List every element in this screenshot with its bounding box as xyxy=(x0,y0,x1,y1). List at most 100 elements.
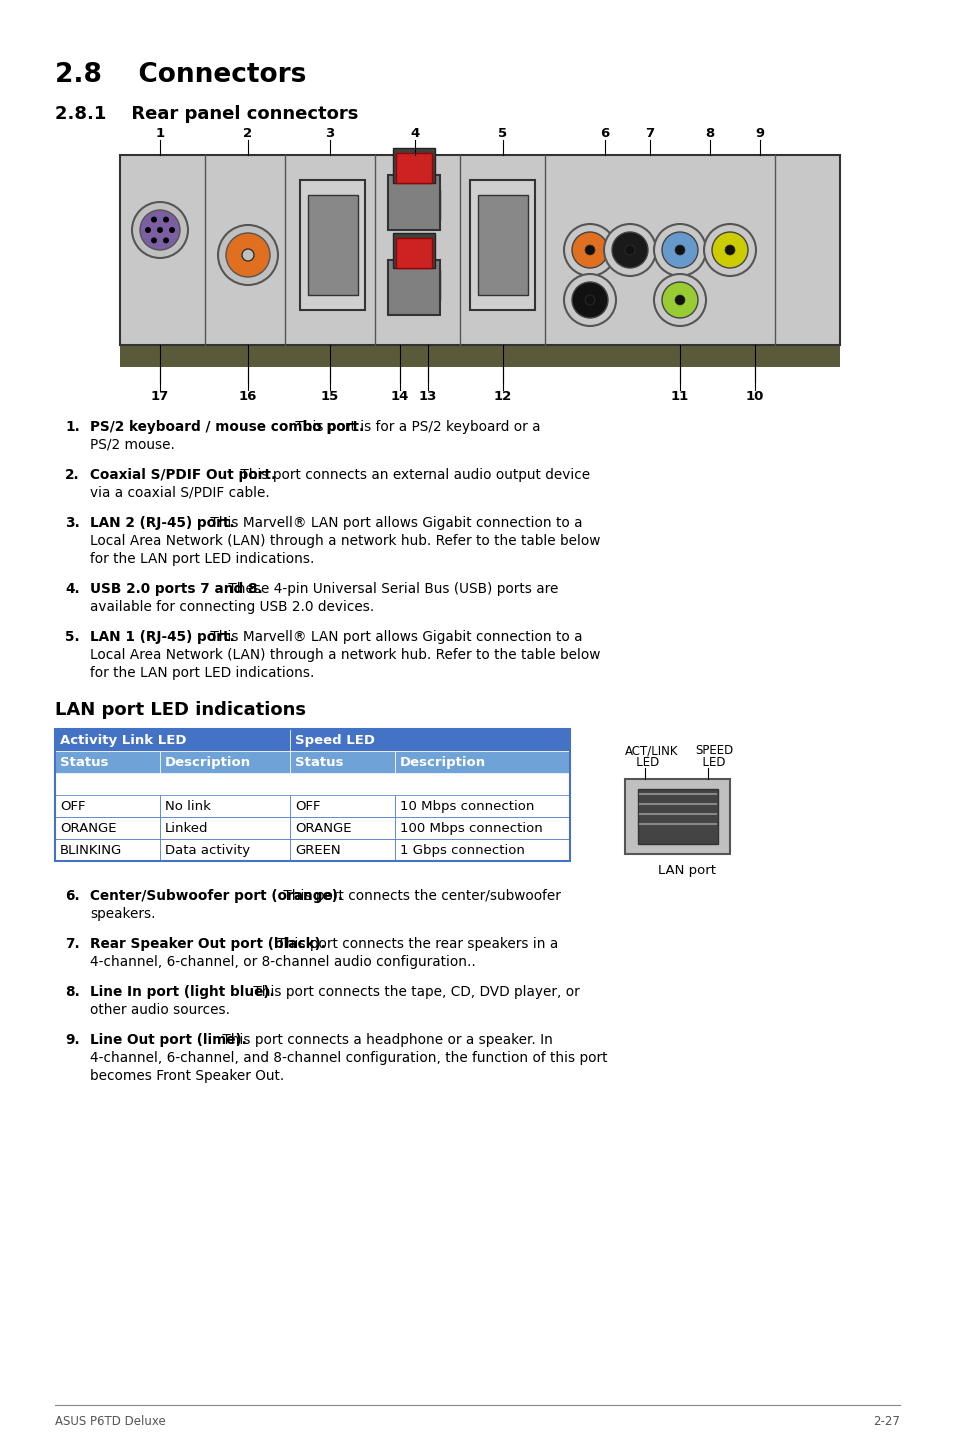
Text: Line In port (light blue).: Line In port (light blue). xyxy=(90,985,274,999)
Circle shape xyxy=(563,275,616,326)
FancyBboxPatch shape xyxy=(299,180,365,311)
Text: Description: Description xyxy=(165,756,251,769)
Circle shape xyxy=(132,201,188,257)
FancyBboxPatch shape xyxy=(160,838,290,861)
Circle shape xyxy=(169,227,174,233)
Text: Local Area Network (LAN) through a network hub. Refer to the table below: Local Area Network (LAN) through a netwo… xyxy=(90,649,599,661)
Text: 6.: 6. xyxy=(65,889,79,903)
Text: Speed LED: Speed LED xyxy=(294,733,375,746)
FancyBboxPatch shape xyxy=(290,838,395,861)
Circle shape xyxy=(572,282,607,318)
Text: 4: 4 xyxy=(410,127,419,139)
Text: LED: LED xyxy=(624,756,659,769)
Text: Activity Link LED: Activity Link LED xyxy=(60,733,186,746)
Text: 4-channel, 6-channel, or 8-channel audio configuration..: 4-channel, 6-channel, or 8-channel audio… xyxy=(90,955,476,969)
Text: PS/2 keyboard / mouse combo port.: PS/2 keyboard / mouse combo port. xyxy=(90,420,364,434)
Text: Local Area Network (LAN) through a network hub. Refer to the table below: Local Area Network (LAN) through a netwo… xyxy=(90,533,599,548)
Text: 1 Gbps connection: 1 Gbps connection xyxy=(399,844,524,857)
FancyBboxPatch shape xyxy=(395,795,569,817)
Text: Line Out port (lime).: Line Out port (lime). xyxy=(90,1032,247,1047)
FancyBboxPatch shape xyxy=(395,152,432,183)
Text: 2: 2 xyxy=(243,127,253,139)
Circle shape xyxy=(572,232,607,267)
FancyBboxPatch shape xyxy=(160,795,290,817)
FancyBboxPatch shape xyxy=(395,751,569,774)
FancyBboxPatch shape xyxy=(290,795,395,817)
Text: 100 Mbps connection: 100 Mbps connection xyxy=(399,823,542,835)
Circle shape xyxy=(661,232,698,267)
FancyBboxPatch shape xyxy=(477,196,527,295)
Text: 8.: 8. xyxy=(65,985,80,999)
Text: LAN port LED indications: LAN port LED indications xyxy=(55,700,306,719)
Text: PS/2 mouse.: PS/2 mouse. xyxy=(90,439,174,452)
FancyBboxPatch shape xyxy=(390,270,439,301)
Text: 4-channel, 6-channel, and 8-channel configuration, the function of this port: 4-channel, 6-channel, and 8-channel conf… xyxy=(90,1051,607,1066)
Text: Status: Status xyxy=(294,756,343,769)
Circle shape xyxy=(151,217,157,223)
FancyBboxPatch shape xyxy=(55,729,290,751)
Circle shape xyxy=(563,224,616,276)
Circle shape xyxy=(603,224,656,276)
Text: 2.: 2. xyxy=(65,467,79,482)
Text: LAN 2 (RJ-45) port.: LAN 2 (RJ-45) port. xyxy=(90,516,234,531)
Text: This port connects the rear speakers in a: This port connects the rear speakers in … xyxy=(273,938,558,951)
Circle shape xyxy=(675,244,684,255)
Text: 1.: 1. xyxy=(65,420,80,434)
Text: LAN 1 (RJ-45) port.: LAN 1 (RJ-45) port. xyxy=(90,630,234,644)
FancyBboxPatch shape xyxy=(390,190,439,220)
Text: 10 Mbps connection: 10 Mbps connection xyxy=(399,800,534,812)
FancyBboxPatch shape xyxy=(290,729,569,751)
Text: 3.: 3. xyxy=(65,516,80,531)
Text: 17: 17 xyxy=(151,390,169,403)
Circle shape xyxy=(584,244,595,255)
Text: available for connecting USB 2.0 devices.: available for connecting USB 2.0 devices… xyxy=(90,600,374,614)
Circle shape xyxy=(584,295,595,305)
FancyBboxPatch shape xyxy=(55,817,160,838)
FancyBboxPatch shape xyxy=(55,751,160,774)
FancyBboxPatch shape xyxy=(290,817,395,838)
Circle shape xyxy=(724,244,734,255)
Text: OFF: OFF xyxy=(60,800,86,812)
Text: This port connects an external audio output device: This port connects an external audio out… xyxy=(236,467,590,482)
Text: 2.8    Connectors: 2.8 Connectors xyxy=(55,62,306,88)
Circle shape xyxy=(654,224,705,276)
FancyBboxPatch shape xyxy=(160,817,290,838)
Text: via a coaxial S/PDIF cable.: via a coaxial S/PDIF cable. xyxy=(90,486,270,500)
Text: ORANGE: ORANGE xyxy=(294,823,351,835)
Text: 16: 16 xyxy=(238,390,257,403)
Text: Status: Status xyxy=(60,756,109,769)
Circle shape xyxy=(703,224,755,276)
Text: speakers.: speakers. xyxy=(90,907,155,920)
Text: 3: 3 xyxy=(325,127,335,139)
Text: ORANGE: ORANGE xyxy=(60,823,116,835)
Text: 5.: 5. xyxy=(65,630,79,644)
FancyBboxPatch shape xyxy=(470,180,535,311)
Text: LAN port: LAN port xyxy=(658,864,716,877)
FancyBboxPatch shape xyxy=(308,196,357,295)
Text: USB 2.0 ports 7 and 8.: USB 2.0 ports 7 and 8. xyxy=(90,582,262,595)
Text: 13: 13 xyxy=(418,390,436,403)
Text: This Marvell® LAN port allows Gigabit connection to a: This Marvell® LAN port allows Gigabit co… xyxy=(206,630,581,644)
Circle shape xyxy=(140,210,180,250)
Text: 7: 7 xyxy=(645,127,654,139)
FancyBboxPatch shape xyxy=(638,789,718,844)
FancyBboxPatch shape xyxy=(395,239,432,267)
Circle shape xyxy=(612,232,647,267)
Text: ACT/LINK: ACT/LINK xyxy=(624,743,678,756)
Text: This port is for a PS/2 keyboard or a: This port is for a PS/2 keyboard or a xyxy=(291,420,540,434)
Circle shape xyxy=(145,227,151,233)
FancyBboxPatch shape xyxy=(395,817,569,838)
Text: This port connects the center/subwoofer: This port connects the center/subwoofer xyxy=(279,889,560,903)
Text: becomes Front Speaker Out.: becomes Front Speaker Out. xyxy=(90,1068,284,1083)
Circle shape xyxy=(226,233,270,278)
Text: 2-27: 2-27 xyxy=(872,1415,899,1428)
Text: 9.: 9. xyxy=(65,1032,79,1047)
Circle shape xyxy=(163,237,169,243)
Text: No link: No link xyxy=(165,800,211,812)
Text: 8: 8 xyxy=(704,127,714,139)
Text: These 4-pin Universal Serial Bus (USB) ports are: These 4-pin Universal Serial Bus (USB) p… xyxy=(224,582,558,595)
FancyBboxPatch shape xyxy=(120,155,840,345)
Text: for the LAN port LED indications.: for the LAN port LED indications. xyxy=(90,666,314,680)
Text: 6: 6 xyxy=(599,127,609,139)
Text: 5: 5 xyxy=(497,127,507,139)
